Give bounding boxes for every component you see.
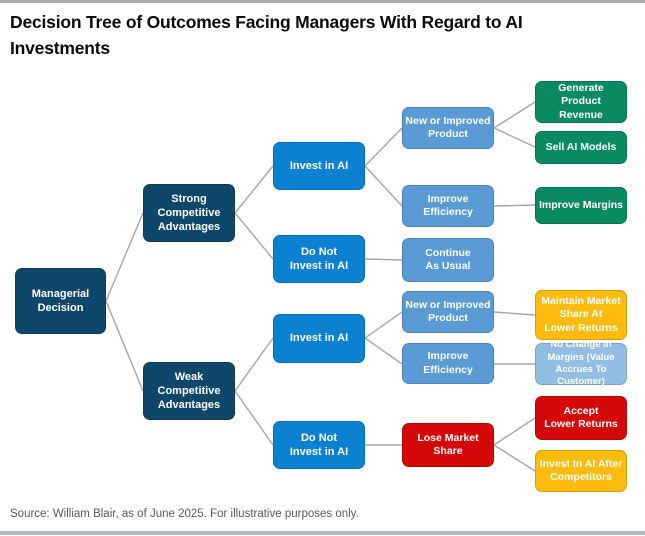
node-do-not-invest-weak: Do Not Invest in AI xyxy=(273,421,365,469)
node-managerial-decision: Managerial Decision xyxy=(15,268,106,334)
node-do-not-invest-strong: Do Not Invest in AI xyxy=(273,235,365,283)
node-invest-in-ai-strong: Invest in AI xyxy=(273,142,365,190)
node-improve-efficiency-weak: Improve Efficiency xyxy=(402,343,494,384)
node-sell-ai-models: Sell AI Models xyxy=(535,131,627,164)
node-maintain-market-share: Maintain Market Share At Lower Returns xyxy=(535,290,627,340)
node-generate-product-revenue: Generate Product Revenue xyxy=(535,81,627,123)
node-new-or-improved-product-weak: New or Improved Product xyxy=(402,291,494,333)
node-improve-efficiency-strong: Improve Efficiency xyxy=(402,185,494,227)
figure-title: Decision Tree of Outcomes Facing Manager… xyxy=(10,12,523,58)
bottom-divider xyxy=(0,531,645,535)
node-continue-as-usual: Continue As Usual xyxy=(402,238,494,282)
node-invest-in-ai-after-competitors: Invest In AI After Competitors xyxy=(535,450,627,492)
node-invest-in-ai-weak: Invest in AI xyxy=(273,314,365,363)
node-weak-competitive-advantages: Weak Competitive Advantages xyxy=(143,362,235,420)
node-strong-competitive-advantages: Strong Competitive Advantages xyxy=(143,184,235,242)
node-new-or-improved-product-strong: New or Improved Product xyxy=(402,107,494,149)
top-divider xyxy=(0,0,645,3)
node-no-change-in-margins: No Change In Margins (Value Accrues To C… xyxy=(535,339,627,387)
node-lose-market-share: Lose Market Share xyxy=(402,423,494,467)
source-note: Source: William Blair, as of June 2025. … xyxy=(10,508,359,520)
node-accept-lower-returns: Accept Lower Returns xyxy=(535,396,627,440)
node-improve-margins: Improve Margins xyxy=(535,187,627,224)
